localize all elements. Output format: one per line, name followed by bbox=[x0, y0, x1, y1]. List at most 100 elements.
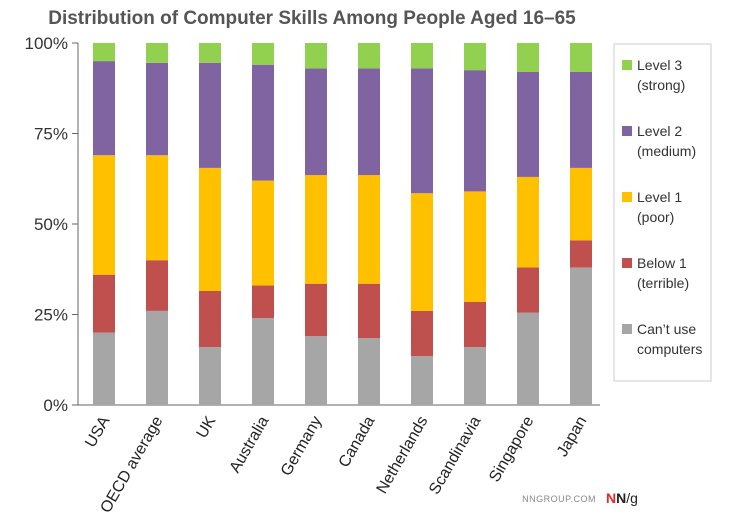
legend-swatch bbox=[622, 192, 632, 202]
legend: Level 3 (strong) Level 2 (medium) Level 1 (po… bbox=[613, 43, 712, 382]
legend-label: Level 3 bbox=[637, 57, 682, 73]
bar-segment bbox=[252, 64, 274, 181]
bar-segment bbox=[93, 155, 115, 275]
bar-segment bbox=[517, 267, 539, 313]
bar-segment bbox=[464, 191, 486, 302]
bar-segment bbox=[146, 310, 168, 405]
legend-swatch bbox=[622, 324, 632, 334]
bar-stack bbox=[199, 43, 221, 405]
bar-segment bbox=[146, 62, 168, 156]
nng-logo: NN/g bbox=[606, 490, 638, 506]
y-tick-label: 100% bbox=[25, 34, 68, 53]
bar-segment bbox=[305, 68, 327, 176]
x-tick-label: Australia bbox=[227, 413, 273, 475]
legend-entry: Level 2 (medium) bbox=[622, 123, 696, 159]
bar-segment bbox=[358, 68, 380, 176]
bar-segment bbox=[358, 43, 380, 69]
bar-segment bbox=[199, 167, 221, 291]
x-tick-label: Japan bbox=[554, 414, 591, 460]
bar-stack bbox=[570, 43, 592, 405]
bar-segment bbox=[252, 180, 274, 286]
bar-segment bbox=[252, 285, 274, 319]
bar-stack bbox=[146, 43, 168, 405]
bar-segment bbox=[570, 240, 592, 268]
bar-segment bbox=[411, 356, 433, 405]
bar-segment bbox=[199, 62, 221, 168]
y-tick-label: 75% bbox=[34, 125, 68, 144]
bar-segment bbox=[146, 260, 168, 311]
bar-segment bbox=[305, 43, 327, 69]
bar-segment bbox=[146, 155, 168, 261]
bar-segment bbox=[305, 283, 327, 337]
footer: NNGROUP.COM NN/g bbox=[522, 490, 638, 506]
y-tick-label: 0% bbox=[43, 396, 68, 415]
bar-segment bbox=[411, 310, 433, 357]
bar-segment bbox=[570, 43, 592, 72]
bar-segment bbox=[358, 175, 380, 284]
legend-label: Below 1 bbox=[637, 255, 687, 271]
bar-segment bbox=[517, 43, 539, 72]
bar-segment bbox=[411, 68, 433, 194]
bar-stack bbox=[411, 43, 433, 405]
legend-swatch bbox=[622, 126, 632, 136]
bar-segment bbox=[517, 312, 539, 405]
bar-segment bbox=[517, 71, 539, 177]
legend-entry: Level 3 (strong) bbox=[622, 57, 685, 93]
bar-stack bbox=[517, 43, 539, 405]
bar-stack bbox=[93, 43, 115, 405]
legend-label: Can’t use bbox=[637, 321, 696, 337]
bar-segment bbox=[517, 176, 539, 268]
bar-segment bbox=[411, 193, 433, 311]
legend-label: (terrible) bbox=[637, 275, 689, 291]
bar-stack bbox=[464, 43, 486, 405]
legend-entry: Can’t use computers bbox=[622, 321, 702, 357]
x-tick-label: UK bbox=[194, 413, 220, 441]
bar-segment bbox=[464, 301, 486, 348]
bar-stack bbox=[252, 43, 274, 405]
x-tick-label: Scandinavia bbox=[426, 413, 484, 497]
bar-segment bbox=[464, 70, 486, 192]
logo-letter-n2: N bbox=[616, 490, 626, 506]
bars bbox=[93, 43, 592, 405]
legend-entry: Level 1 (poor) bbox=[622, 189, 682, 225]
footer-site: NNGROUP.COM bbox=[522, 494, 596, 504]
bar-stack bbox=[358, 43, 380, 405]
bar-segment bbox=[199, 43, 221, 63]
bar-segment bbox=[93, 274, 115, 333]
bar-segment bbox=[305, 336, 327, 405]
legend-label: (poor) bbox=[637, 209, 674, 225]
x-tick-label: Germany bbox=[278, 414, 326, 479]
legend-label: Level 2 bbox=[637, 123, 682, 139]
bar-segment bbox=[252, 43, 274, 65]
x-tick-label: USA bbox=[82, 413, 113, 450]
bar-segment bbox=[199, 347, 221, 405]
bar-segment bbox=[358, 338, 380, 405]
legend-label: (strong) bbox=[637, 77, 685, 93]
legend-label: Level 1 bbox=[637, 189, 682, 205]
bar-segment bbox=[93, 332, 115, 405]
bar-segment bbox=[358, 283, 380, 339]
chart-title: Distribution of Computer Skills Among Pe… bbox=[48, 8, 576, 29]
x-tick-label: Netherlands bbox=[374, 414, 432, 497]
x-tick-label: Canada bbox=[336, 413, 379, 470]
bar-segment bbox=[570, 167, 592, 241]
logo-letter-g: /g bbox=[626, 490, 638, 506]
legend-swatch bbox=[622, 258, 632, 268]
logo-letter-n1: N bbox=[606, 490, 616, 506]
bar-segment bbox=[464, 43, 486, 71]
y-tick-label: 25% bbox=[34, 306, 68, 325]
bar-stack bbox=[305, 43, 327, 405]
bar-segment bbox=[146, 43, 168, 63]
bar-segment bbox=[199, 290, 221, 348]
bar-segment bbox=[305, 175, 327, 284]
bar-segment bbox=[252, 318, 274, 405]
x-tick-label: Singapore bbox=[486, 413, 537, 485]
bar-segment bbox=[411, 43, 433, 69]
legend-label: computers bbox=[637, 341, 702, 357]
legend-entry: Below 1 (terrible) bbox=[622, 255, 689, 291]
bar-segment bbox=[570, 267, 592, 405]
legend-swatch bbox=[622, 60, 632, 70]
legend-label: (medium) bbox=[637, 143, 696, 159]
